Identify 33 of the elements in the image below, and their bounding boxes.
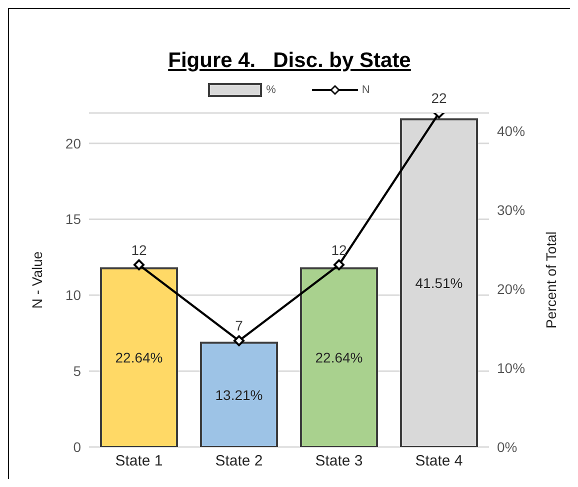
data-label: 22.64% [115,350,163,366]
y2-tick-label: 40% [497,123,526,140]
y2-tick-label: 20% [497,281,526,298]
point [134,259,144,270]
point [334,259,344,270]
legend-label: % [266,84,276,96]
y-tick-label: 5 [73,363,82,380]
y-tick-label: 15 [65,211,82,228]
bar [100,267,178,447]
y-axis-title: N - Value [28,251,45,309]
y2-tick-label: 30% [497,202,526,218]
data-label: 7 [235,318,244,334]
x-tick-label: State 1 [115,452,163,470]
data-label: 41.51% [415,275,463,292]
data-label: 12 [131,242,147,258]
x-tick-label: State 3 [315,452,363,470]
data-label: 13.21% [215,386,263,403]
y-tick-label: 0 [73,438,82,455]
point [234,335,244,346]
y2-tick-label: 0% [497,438,518,455]
x-tick-label: State 4 [415,452,463,470]
chart-title: Figure 4. Disc. by State [167,49,412,74]
bar [200,342,278,447]
y2-axis-title: Percent of Total [542,231,559,329]
y-tick-label: 20 [65,135,82,152]
data-label: 12 [331,242,347,258]
y2-tick-label: 10% [497,360,526,376]
x-tick-label: State 2 [215,452,263,470]
legend-label: N [362,84,370,96]
data-label: 22 [431,90,447,106]
bar [300,267,378,447]
data-label: 22.64% [315,350,363,366]
y-tick-label: 10 [65,287,82,304]
